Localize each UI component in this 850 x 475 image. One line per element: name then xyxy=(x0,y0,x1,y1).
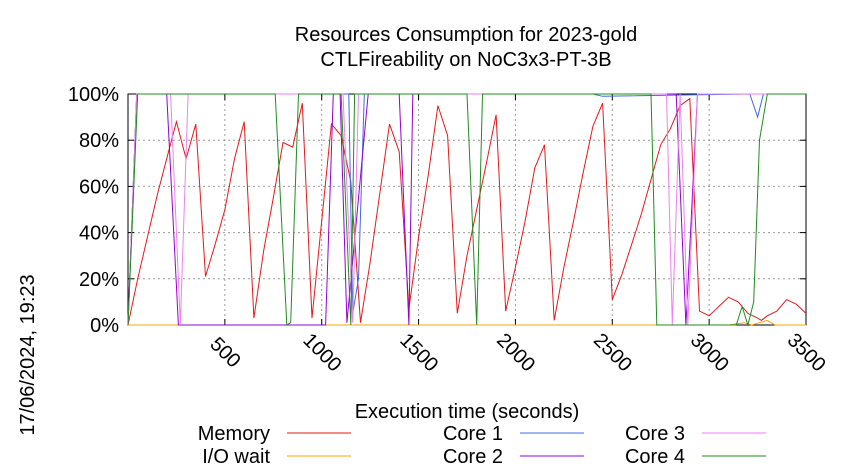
x-tick-label: 500 xyxy=(206,333,245,372)
x-tick-label: 3500 xyxy=(783,329,830,376)
x-tick-label: 2500 xyxy=(589,329,636,376)
y-tick-label: 40% xyxy=(79,223,119,245)
grid-lines xyxy=(128,94,806,325)
chart-title: Resources Consumption for 2023-gold xyxy=(295,24,637,46)
legend-label-i-o-wait: I/O wait xyxy=(202,446,270,468)
series-line-core-2 xyxy=(127,93,806,326)
series-line-core-3 xyxy=(127,93,806,326)
legend-label-core-1: Core 1 xyxy=(443,423,503,445)
y-tick-label: 80% xyxy=(79,130,119,152)
chart-subtitle: CTLFireability on NoC3x3-PT-3B xyxy=(320,49,611,71)
x-tick-label: 2000 xyxy=(492,329,539,376)
x-tick-label: 1000 xyxy=(298,329,345,376)
timestamp-label: 17/06/2024, 19:23 xyxy=(17,274,39,435)
legend-label-core-2: Core 2 xyxy=(443,446,503,468)
series-line-core-4 xyxy=(127,93,806,327)
y-tick-label: 0% xyxy=(90,315,119,337)
x-tick-label: 3000 xyxy=(686,329,733,376)
y-tick-label: 60% xyxy=(79,176,119,198)
series-line-memory xyxy=(127,97,807,326)
x-tick-label: 1500 xyxy=(395,329,442,376)
x-axis: 500 1000 1500 2000 2500 3000 3500 xyxy=(206,94,830,376)
x-axis-label: Execution time (seconds) xyxy=(355,401,580,423)
legend-label-core-3: Core 3 xyxy=(625,423,685,445)
legend-label-core-4: Core 4 xyxy=(625,446,685,468)
series-layer xyxy=(127,93,807,327)
legend-label-memory: Memory xyxy=(198,423,270,445)
plot-frame xyxy=(127,93,807,326)
series-line-i-o-wait xyxy=(128,319,806,326)
y-tick-label: 100% xyxy=(68,84,119,106)
y-tick-label: 20% xyxy=(79,269,119,291)
series-line-core-1 xyxy=(127,93,806,326)
